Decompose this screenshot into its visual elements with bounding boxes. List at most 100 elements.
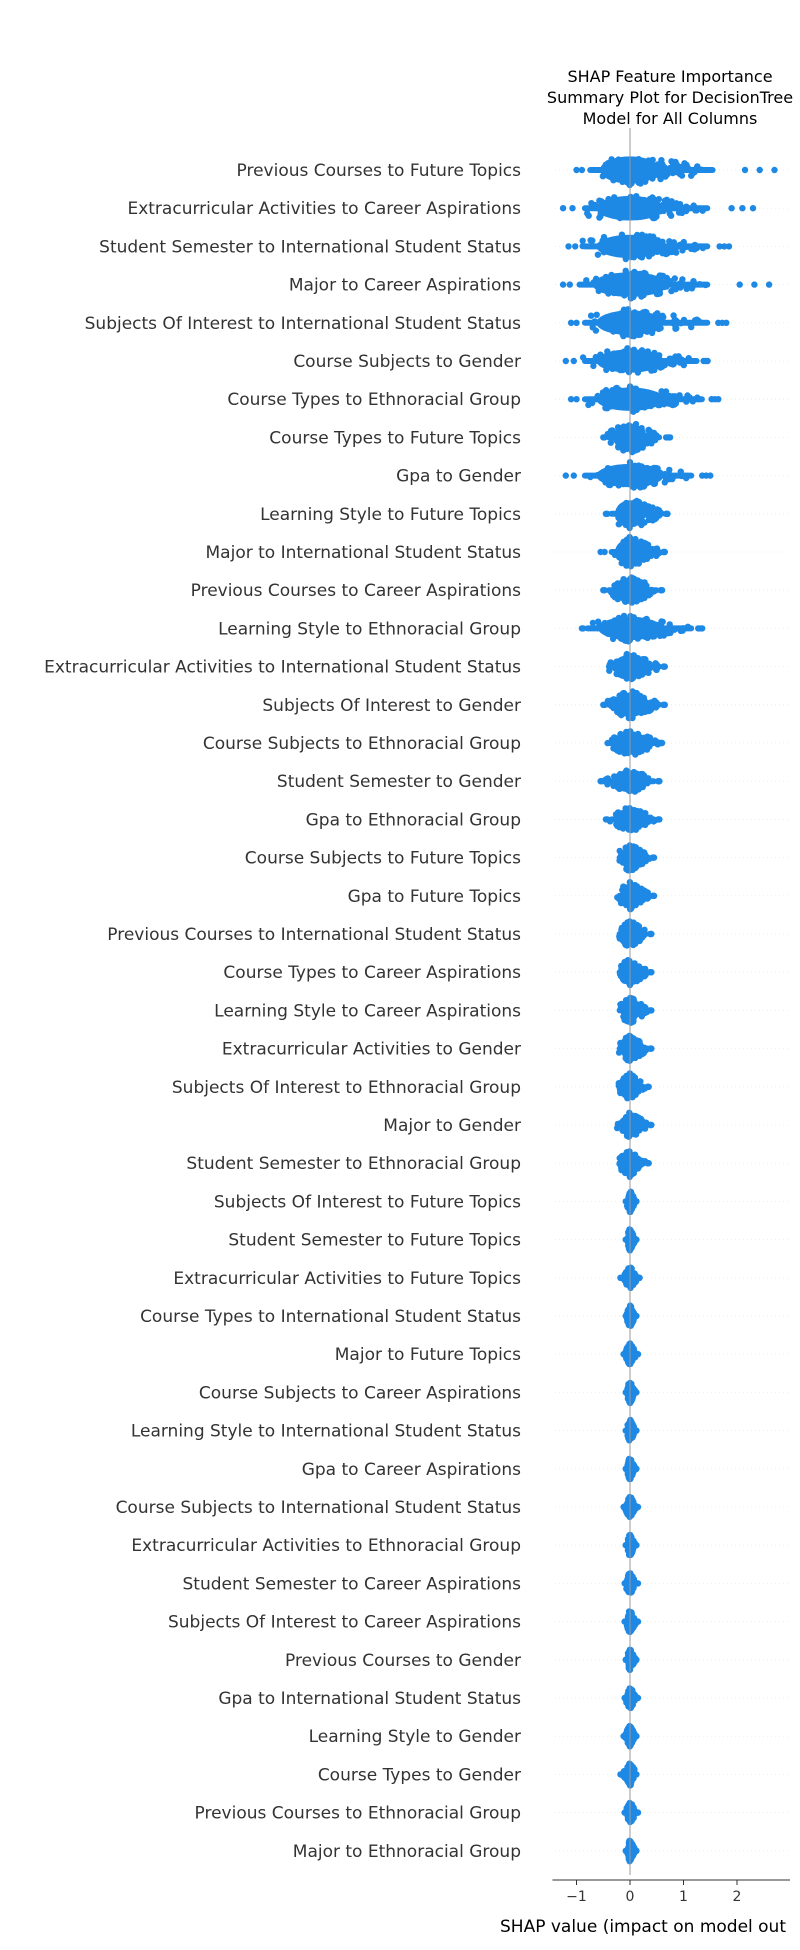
swarm-band bbox=[581, 396, 705, 403]
swarm-band bbox=[625, 1618, 637, 1625]
feature-swarm bbox=[621, 1608, 642, 1636]
data-point bbox=[567, 396, 575, 403]
feature-rows: Previous Courses to Future Topics Extracu… bbox=[44, 161, 790, 1862]
data-point bbox=[771, 166, 778, 174]
data-point bbox=[562, 472, 569, 479]
data-point bbox=[660, 548, 668, 556]
data-point bbox=[623, 1312, 630, 1320]
data-point bbox=[655, 816, 662, 823]
chart-title: SHAP Feature Importance Summary Plot for… bbox=[547, 67, 793, 128]
data-point bbox=[678, 209, 686, 217]
data-point bbox=[725, 243, 733, 250]
swarm-band bbox=[616, 1122, 649, 1128]
feature-swarm bbox=[616, 957, 655, 989]
feature-label: Previous Courses to International Studen… bbox=[107, 925, 521, 945]
swarm-band bbox=[608, 816, 657, 823]
data-point bbox=[587, 237, 594, 244]
data-point bbox=[589, 619, 597, 627]
data-point bbox=[659, 312, 666, 319]
data-point bbox=[658, 388, 665, 395]
feature-label: Gpa to Ethnoracial Group bbox=[306, 810, 521, 830]
data-point bbox=[622, 1809, 629, 1816]
data-point bbox=[765, 281, 773, 288]
data-point bbox=[622, 1618, 629, 1625]
chart-title-line-1: SHAP Feature Importance bbox=[567, 67, 772, 86]
data-point bbox=[633, 1847, 640, 1855]
data-point bbox=[607, 439, 614, 446]
feature-swarm bbox=[562, 459, 714, 491]
x-tick-label: 1 bbox=[679, 1889, 688, 1905]
data-point bbox=[623, 1198, 630, 1205]
data-point bbox=[622, 1694, 629, 1702]
feature-label: Major to Career Aspirations bbox=[289, 276, 521, 296]
feature-swarm bbox=[622, 1188, 640, 1216]
feature-label: Subjects Of Interest to Career Aspiratio… bbox=[168, 1613, 521, 1633]
swarm-band bbox=[587, 167, 716, 173]
data-point bbox=[659, 618, 666, 625]
data-point bbox=[660, 701, 668, 708]
swarm-band bbox=[616, 1160, 646, 1167]
data-point bbox=[650, 854, 657, 861]
data-point bbox=[579, 237, 586, 244]
feature-swarm bbox=[622, 1416, 640, 1444]
data-point bbox=[659, 172, 667, 179]
data-point bbox=[666, 210, 673, 217]
data-point bbox=[702, 357, 709, 365]
data-point bbox=[573, 396, 580, 403]
data-point bbox=[741, 166, 749, 174]
data-point bbox=[633, 1465, 640, 1473]
data-point bbox=[620, 1351, 628, 1358]
feature-swarm bbox=[604, 728, 666, 758]
feature-swarm bbox=[600, 688, 668, 722]
feature-label: Subjects Of Interest to Future Topics bbox=[214, 1192, 521, 1212]
feature-swarm bbox=[621, 1799, 642, 1826]
data-point bbox=[633, 1771, 640, 1778]
feature-label: Student Semester to International Studen… bbox=[99, 237, 521, 257]
data-point bbox=[697, 625, 704, 632]
swarm-band bbox=[581, 358, 700, 364]
data-point bbox=[736, 281, 743, 288]
feature-swarm bbox=[565, 231, 733, 263]
data-point bbox=[661, 479, 668, 486]
data-point bbox=[661, 197, 669, 204]
feature-swarm bbox=[559, 193, 757, 222]
feature-label: Course Subjects to Future Topics bbox=[245, 849, 521, 869]
feature-label: Gpa to Gender bbox=[396, 467, 521, 487]
feature-swarm bbox=[605, 650, 668, 683]
feature-label: Student Semester to Ethnoracial Group bbox=[186, 1154, 521, 1174]
swarm-band bbox=[605, 587, 660, 594]
feature-label: Extracurricular Activities to Ethnoracia… bbox=[131, 1536, 521, 1556]
data-point bbox=[634, 1580, 641, 1587]
data-point bbox=[649, 517, 656, 524]
data-point bbox=[604, 816, 611, 823]
data-point bbox=[641, 501, 648, 508]
data-point bbox=[618, 1771, 625, 1778]
data-point bbox=[639, 860, 646, 867]
data-point bbox=[601, 434, 608, 441]
feature-label: Course Types to Career Aspirations bbox=[223, 963, 521, 983]
swarm-band bbox=[608, 549, 663, 555]
x-tick-label: −1 bbox=[566, 1889, 587, 1905]
swarm-band bbox=[616, 969, 649, 976]
data-point bbox=[739, 205, 746, 212]
data-point bbox=[570, 357, 577, 365]
feature-label: Major to International Student Status bbox=[206, 543, 522, 563]
data-point bbox=[567, 319, 575, 326]
data-point bbox=[634, 1694, 641, 1702]
feature-swarm bbox=[622, 1379, 640, 1407]
feature-label: Subjects Of Interest to Ethnoracial Grou… bbox=[172, 1078, 521, 1098]
feature-label: Course Subjects to International Student… bbox=[116, 1498, 522, 1518]
data-point bbox=[716, 243, 723, 250]
data-point bbox=[650, 892, 657, 899]
feature-label: Course Types to Ethnoracial Group bbox=[227, 390, 521, 410]
data-point bbox=[658, 587, 665, 594]
feature-label: Extracurricular Activities to Internatio… bbox=[44, 658, 521, 678]
x-tick-label: 2 bbox=[733, 1889, 742, 1905]
data-point bbox=[601, 587, 608, 594]
feature-swarm bbox=[621, 1685, 642, 1712]
swarm-band bbox=[605, 701, 663, 708]
data-point bbox=[623, 1656, 630, 1664]
feature-label: Learning Style to Gender bbox=[309, 1727, 521, 1747]
data-point bbox=[623, 1542, 630, 1549]
data-point bbox=[647, 969, 654, 976]
